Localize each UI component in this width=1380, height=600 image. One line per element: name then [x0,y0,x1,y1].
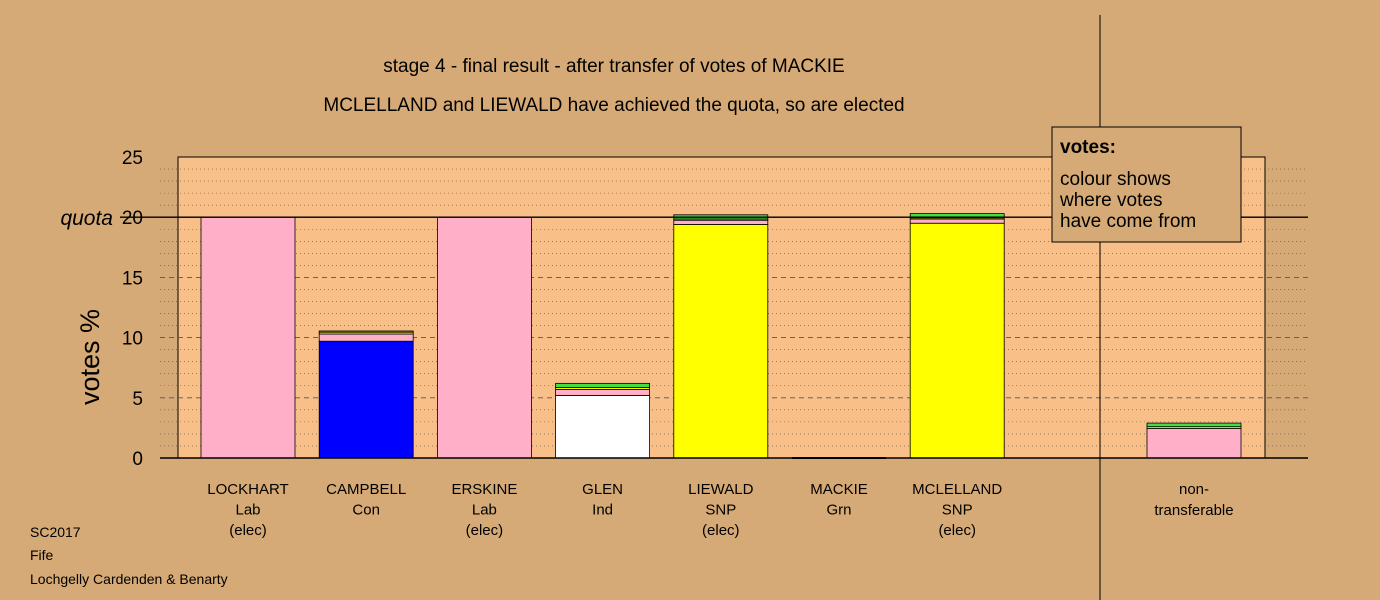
candidate-label: ERSKINE Lab (elec) [451,481,517,539]
candidate-label-line: Con [352,502,380,519]
bar-campbell [318,330,414,459]
candidate-label-line: CAMPBELL [326,481,406,498]
bar-segment [673,219,769,225]
bar-segment [673,224,769,459]
candidate-label-line: (elec) [938,522,976,539]
candidate-label-line: (elec) [466,522,504,539]
bar-mclelland [909,213,1005,459]
y-axis-label: votes % [75,309,105,405]
candidate-label-line: Lab [472,502,497,519]
candidate-label-line: SNP [942,502,973,519]
bar-segment [318,330,414,333]
candidate-label-line: Ind [592,502,613,519]
footer-ward: Lochgelly Cardenden & Benarty [30,571,228,587]
quota-label: quota [60,207,113,230]
bars [200,213,1242,459]
non-transferable-label-line: transferable [1154,502,1233,519]
candidate-label-line: MCLELLAND [912,481,1002,498]
non-transferable-label-line: non- [1179,481,1209,498]
candidate-label: GLEN Ind [582,481,623,519]
candidate-label-line: (elec) [229,522,267,539]
candidate-label-line: GLEN [582,481,623,498]
candidate-label-line: Lab [235,502,260,519]
bar-segment [555,394,650,459]
bar-segment [318,340,414,459]
legend: votes: colour shows where votes have com… [1051,126,1242,243]
candidate-label: MCLELLAND SNP (elec) [912,481,1002,539]
candidate-label: CAMPBELL Con [326,481,406,519]
bar-segment [1146,428,1242,459]
bar-lockhart [200,216,296,459]
footer-council: Fife [30,547,54,563]
y-tick-label: 10 [122,329,143,350]
candidate-label-line: LOCKHART [207,481,288,498]
candidate-labels: LOCKHART Lab (elec) CAMPBELL Con ERSKINE Lab (e… [207,481,1233,539]
footer-election: SC2017 [30,524,81,540]
candidate-label-line: MACKIE [810,481,868,498]
bar-segment [909,218,1005,224]
legend-title: votes: [1060,137,1116,158]
bar-liewald [673,214,769,459]
candidate-label-line: Grn [826,502,851,519]
chart-title: stage 4 - final result - after transfer … [383,56,844,77]
bar-glen [555,382,650,459]
y-tick-label: 0 [132,449,143,470]
legend-line-1: colour shows [1060,169,1171,190]
y-tick-label: 5 [132,389,143,410]
y-tick-label: 20 [122,208,143,229]
non-transferable-label: non-transferable [1154,481,1233,519]
bar-segment [555,388,650,396]
bar-segment [1146,422,1242,428]
legend-line-3: have come from [1060,211,1196,232]
candidate-label: LIEWALD SNP (elec) [688,481,753,539]
bar-segment [318,333,414,342]
legend-box [1051,126,1242,243]
candidate-label-line: ERSKINE [451,481,517,498]
chart-subtitle: MCLELLAND and LIEWALD have achieved the … [323,95,904,116]
y-tick-labels: 0 5 10 15 20 25 [122,148,143,470]
bar-segment [436,216,532,459]
bar-segment [555,382,650,388]
candidate-label-line: LIEWALD [688,481,753,498]
candidate-label: MACKIE Grn [810,481,868,519]
y-tick-label: 15 [122,268,143,289]
candidate-label-line: SNP [705,502,736,519]
candidate-label-line: (elec) [702,522,740,539]
bar-segment [200,216,296,459]
bar-erskine [436,216,532,459]
candidate-label: LOCKHART Lab (elec) [207,481,288,539]
bar-segment [909,222,1005,459]
bar-non-transferable [1146,422,1242,459]
legend-line-2: where votes [1059,190,1162,211]
y-tick-label: 25 [122,148,143,169]
